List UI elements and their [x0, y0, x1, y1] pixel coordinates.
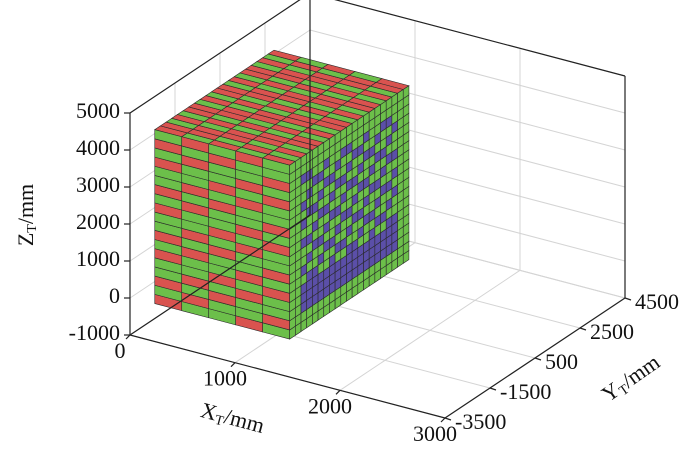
axes: -10000100020003000400050000100020003000-…: [69, 0, 679, 446]
voxel: [402, 85, 410, 100]
axis-edge: [334, 0, 626, 77]
grid-line: [334, 0, 626, 77]
axis-edge: [129, 0, 301, 114]
x-tick-label: 0: [115, 338, 126, 363]
tick-mark: [440, 417, 446, 423]
tick-mark: [444, 417, 452, 421]
z-tick-label: 4000: [76, 135, 120, 160]
x-tick-label: 3000: [413, 421, 457, 446]
z-tick-label: 5000: [76, 98, 120, 123]
tick-mark: [534, 357, 542, 361]
tick-mark: [230, 362, 236, 368]
tick-mark: [624, 297, 632, 301]
voxel-structure: [154, 49, 410, 340]
tick-mark: [125, 334, 131, 340]
y-tick-label: 500: [545, 349, 578, 374]
x-tick-label: 2000: [308, 393, 352, 418]
z-tick-label: 1000: [76, 246, 120, 271]
tick-mark: [335, 389, 341, 395]
z-tick-label: 2000: [76, 209, 120, 234]
z-axis-label: ZT/mm: [13, 184, 40, 246]
y-tick-label: 2500: [590, 319, 634, 344]
z-tick-label: 0: [109, 283, 120, 308]
y-tick-label: -1500: [500, 379, 551, 404]
tick-mark: [489, 387, 497, 391]
grid-line: [309, 29, 626, 114]
z-tick-label: -1000: [69, 320, 120, 345]
axis-edge: [129, 334, 446, 419]
tick-mark: [579, 327, 587, 331]
z-tick-label: 3000: [76, 172, 120, 197]
x-axis-label: XT/mm: [198, 397, 268, 440]
y-tick-label: -3500: [455, 409, 506, 434]
axis-edge: [129, 214, 311, 336]
x-tick-label: 1000: [203, 366, 247, 391]
y-tick-label: 4500: [635, 289, 679, 314]
y-axis-label: YT/mm: [597, 349, 666, 408]
